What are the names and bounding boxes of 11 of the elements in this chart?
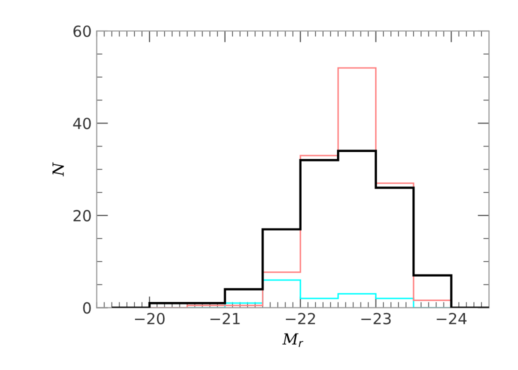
- y-tick-label: 0: [83, 302, 91, 314]
- x-tick-label: −23: [361, 312, 391, 324]
- x-tick-label: −22: [286, 312, 315, 324]
- x-tick-label: −21: [210, 312, 240, 324]
- x-axis-title: M$_{r}$: [282, 333, 304, 348]
- y-tick-label: 40: [73, 118, 91, 130]
- y-tick-label: 20: [74, 210, 91, 222]
- x-tick-label: −20: [135, 312, 165, 324]
- x-tick-label: −24: [436, 312, 467, 324]
- y-tick-label: 60: [73, 25, 91, 38]
- y-axis-title: N: [52, 162, 64, 176]
